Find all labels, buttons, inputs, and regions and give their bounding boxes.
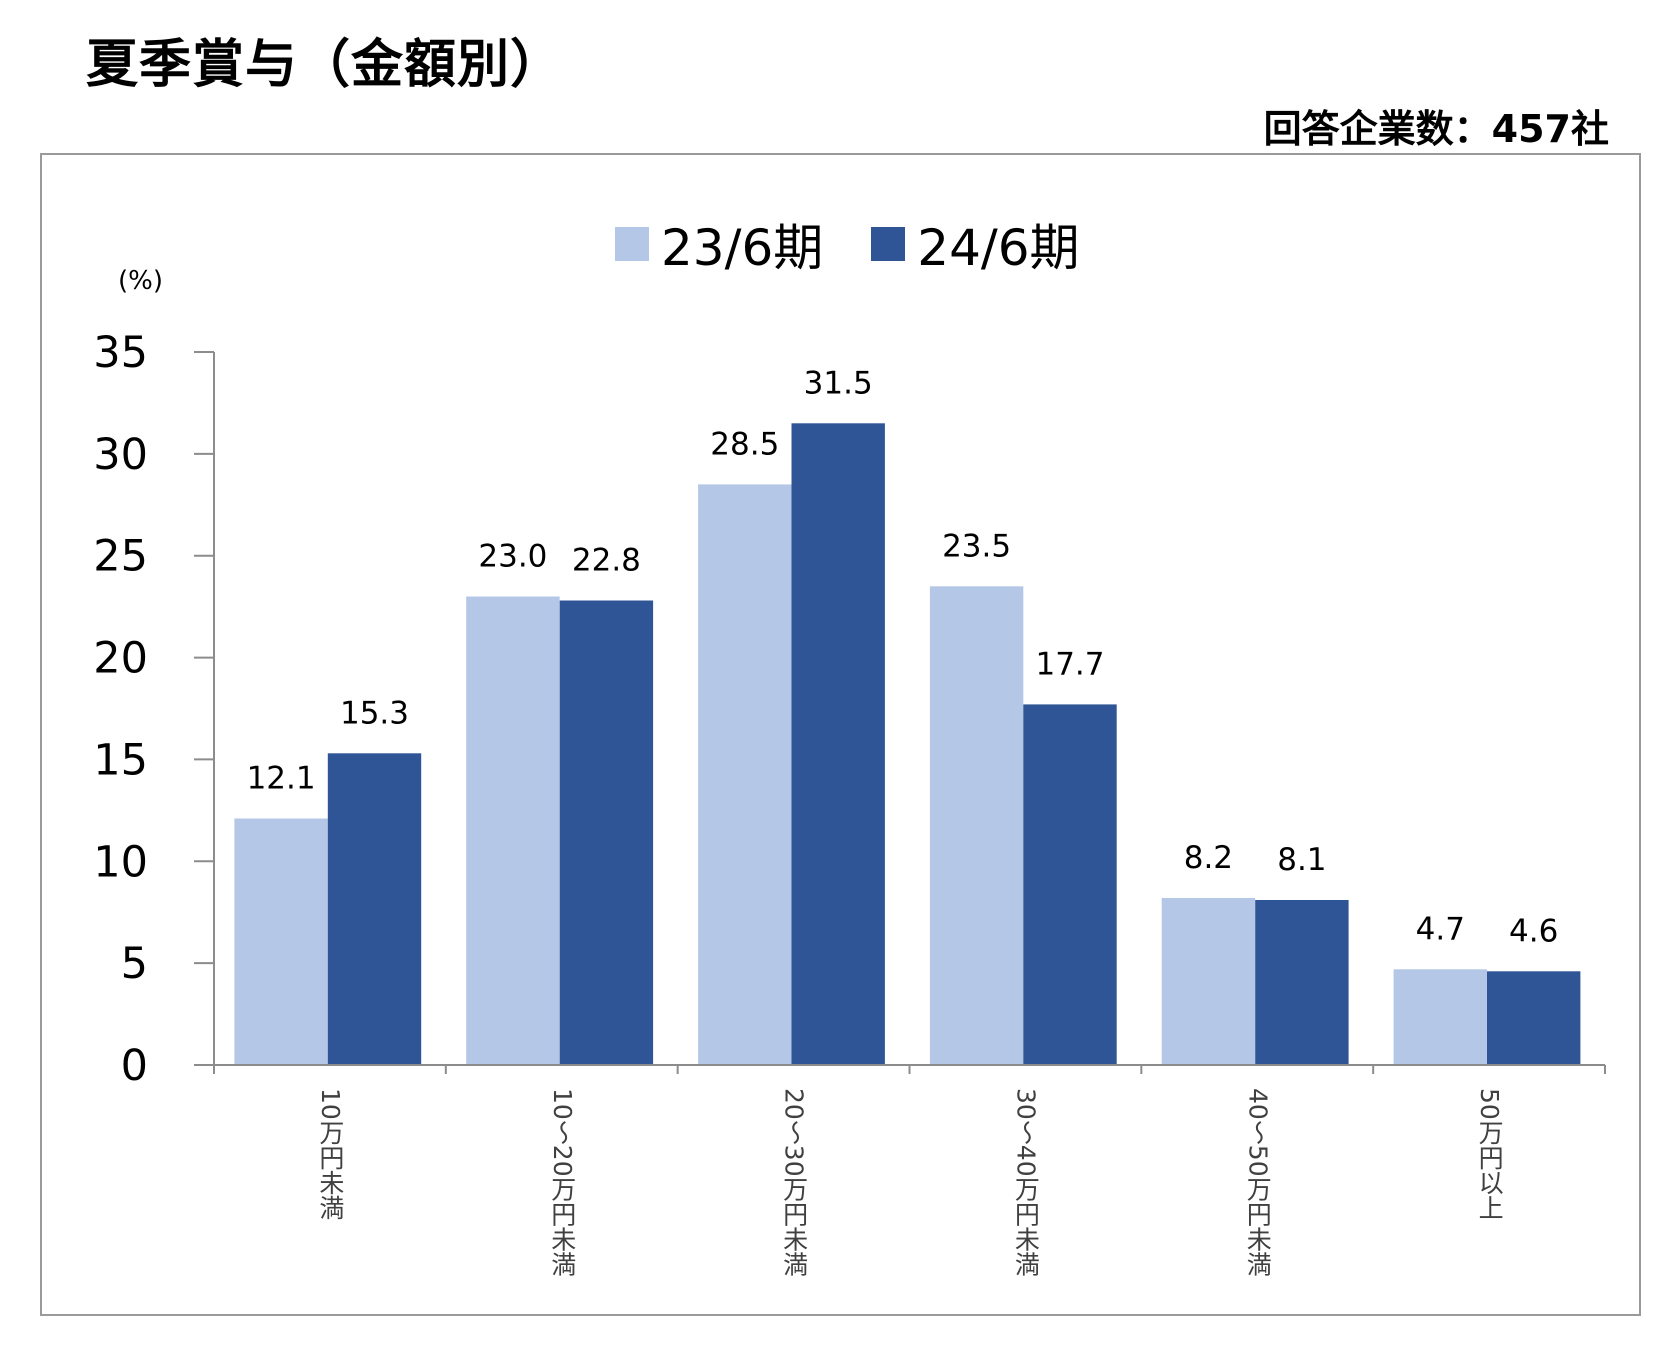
- chart-frame: [40, 153, 1641, 1316]
- legend-label-2023: 23/6期: [661, 219, 824, 277]
- y-tick-label: 25: [93, 532, 148, 582]
- y-tick-label: 20: [93, 634, 148, 684]
- legend-swatch-2024: [871, 227, 906, 261]
- bar-series-1: [1161, 898, 1256, 1065]
- x-category-label: 30～40万円未満: [1011, 1088, 1041, 1277]
- data-label: 8.2: [1184, 840, 1233, 876]
- chart-legend: 23/6期 24/6期: [615, 208, 1128, 280]
- y-tick-label: 0: [121, 1041, 148, 1091]
- data-label: 4.6: [1509, 913, 1558, 949]
- data-label: 31.5: [804, 365, 873, 401]
- x-category-label: 20～30万円未満: [779, 1088, 809, 1277]
- bar-series-2: [1487, 971, 1581, 1065]
- y-tick-label: 10: [93, 837, 148, 887]
- y-tick-label: 15: [93, 735, 148, 785]
- x-category-label: 10～20万円未満: [547, 1088, 577, 1277]
- bar-series-1: [1393, 969, 1487, 1065]
- x-category-label: 40～50万円未満: [1243, 1088, 1273, 1277]
- bar-series-2: [1023, 704, 1117, 1065]
- legend-item-2023: 23/6期: [615, 208, 823, 280]
- legend-swatch-2023: [615, 227, 649, 261]
- x-category-label: 10万円未満: [315, 1088, 345, 1220]
- data-label: 28.5: [710, 426, 779, 462]
- data-label: 22.8: [572, 543, 641, 579]
- page-title: 夏季賞与（金額別）: [86, 35, 564, 95]
- y-tick-label: 30: [93, 430, 148, 480]
- bar-series-2: [791, 423, 885, 1065]
- y-tick-label: 35: [93, 328, 148, 378]
- y-axis-unit: (%): [118, 266, 163, 296]
- data-label: 23.5: [942, 528, 1011, 564]
- data-label: 8.1: [1277, 842, 1326, 878]
- bar-series-1: [929, 586, 1024, 1065]
- bar-series-1: [698, 484, 792, 1065]
- data-label: 17.7: [1035, 646, 1104, 682]
- data-label: 15.3: [340, 695, 409, 731]
- legend-item-2024: 24/6期: [871, 208, 1080, 280]
- data-label: 12.1: [247, 761, 316, 797]
- bar-series-1: [466, 596, 560, 1065]
- data-label: 4.7: [1416, 911, 1465, 947]
- data-label: 23.0: [478, 539, 547, 575]
- y-tick-label: 5: [121, 939, 148, 989]
- bar-series-1: [234, 818, 328, 1065]
- respondent-count: 回答企業数：457社: [1263, 107, 1609, 151]
- bar-series-2: [327, 753, 422, 1065]
- legend-label-2024: 24/6期: [917, 219, 1080, 277]
- bar-series-2: [1255, 900, 1349, 1065]
- x-category-label: 50万円以上: [1475, 1088, 1505, 1220]
- bar-series-2: [559, 600, 654, 1065]
